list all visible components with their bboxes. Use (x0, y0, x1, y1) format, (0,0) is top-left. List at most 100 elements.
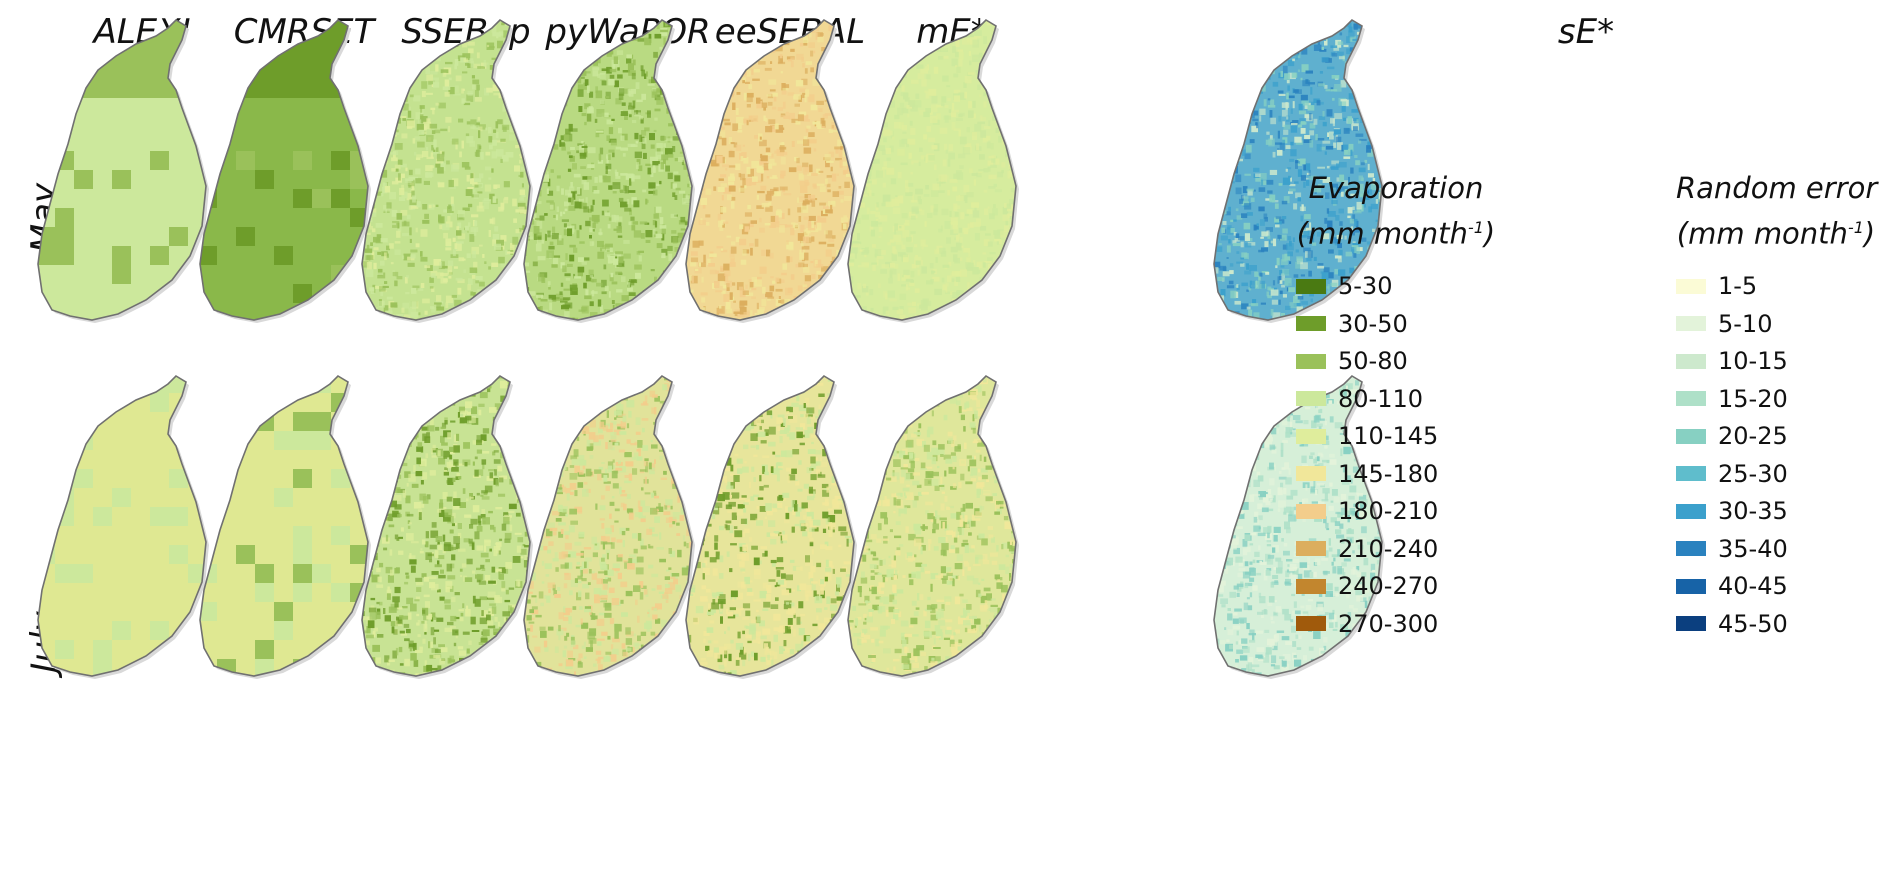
map-speckle (412, 195, 416, 203)
map-speckle (479, 617, 488, 625)
map-speckle (1232, 243, 1241, 247)
map-speckle (528, 517, 530, 523)
map-speckle (1384, 133, 1389, 137)
map-speckle (675, 312, 682, 317)
map-speckle (1023, 252, 1029, 257)
map-cell (312, 189, 331, 208)
map-cell (169, 469, 188, 488)
map-speckle (573, 247, 578, 253)
map-speckle (536, 163, 540, 170)
map-speckle (679, 309, 686, 312)
map-speckle (741, 152, 747, 158)
map-speckle (869, 30, 874, 35)
map-speckle (1002, 279, 1011, 282)
map-speckle (1249, 265, 1257, 271)
map-speckle (486, 42, 495, 50)
map-speckle (1214, 322, 1216, 325)
map-speckle (1222, 271, 1230, 277)
map-speckle (606, 249, 610, 252)
map-cell (312, 412, 331, 431)
map-speckle (887, 242, 891, 246)
map-speckle (828, 129, 833, 133)
map-speckle (476, 122, 480, 128)
map-speckle (1018, 47, 1026, 54)
map-speckle (444, 79, 450, 87)
map-speckle (808, 139, 817, 144)
map-speckle (362, 630, 368, 634)
map-speckle (1218, 243, 1222, 246)
map-speckle (485, 151, 491, 156)
map-speckle (1229, 318, 1236, 320)
map-speckle (702, 96, 710, 100)
map-speckle (390, 262, 394, 265)
map-speckle (424, 265, 431, 269)
map-speckle (697, 27, 701, 34)
map-speckle (1269, 135, 1273, 140)
map-speckle (546, 200, 554, 203)
map-speckle (1246, 96, 1253, 101)
map-speckle (890, 178, 897, 185)
map-speckle (454, 64, 458, 70)
map-speckle (1355, 160, 1360, 166)
map-speckle (1365, 190, 1369, 194)
map-speckle (917, 208, 922, 212)
map-speckle (626, 58, 632, 64)
map-speckle (589, 301, 594, 307)
map-speckle (1270, 117, 1277, 125)
map-speckle (1361, 69, 1369, 75)
map-speckle (442, 26, 447, 35)
map-speckle (375, 223, 383, 228)
map-speckle (532, 156, 537, 161)
map-speckle (932, 276, 940, 282)
map-speckle (914, 288, 920, 293)
map-speckle (886, 50, 895, 55)
map-speckle (685, 57, 691, 63)
map-speckle (478, 130, 481, 139)
map-speckle (791, 141, 795, 147)
map-speckle (845, 221, 853, 226)
map-speckle (1390, 54, 1397, 60)
map-speckle (1021, 265, 1025, 273)
map-speckle (573, 173, 581, 178)
map-speckle (1382, 107, 1390, 111)
map-speckle (982, 252, 987, 255)
map-speckle (472, 250, 476, 259)
map-speckle (1327, 211, 1336, 217)
map-speckle (408, 307, 417, 316)
map-speckle (945, 291, 953, 295)
map-speckle (389, 191, 397, 200)
map-speckle (557, 238, 564, 245)
map-speckle (593, 60, 598, 66)
map-speckle (515, 78, 523, 84)
map-speckle (891, 252, 897, 261)
map-speckle (624, 116, 628, 120)
map-speckle (688, 137, 693, 145)
map-panel-cmrset-may (199, 18, 371, 323)
map-speckle (910, 128, 916, 136)
map-speckle (803, 119, 810, 122)
map-speckle (706, 63, 710, 71)
map-speckle (624, 207, 632, 212)
map-speckle (735, 144, 742, 152)
map-speckle (390, 95, 399, 102)
map-speckle (379, 99, 382, 105)
map-cell (350, 376, 368, 393)
map-speckle (435, 163, 441, 168)
map-speckle (579, 202, 587, 210)
map-speckle (1277, 276, 1280, 284)
map-speckle (625, 173, 634, 180)
map-speckle (469, 234, 475, 242)
map-cell (255, 170, 274, 189)
map-speckle (546, 171, 549, 177)
map-speckle (1224, 129, 1228, 136)
map-speckle (450, 196, 454, 205)
map-speckle (484, 261, 487, 264)
map-speckle (628, 190, 636, 193)
map-speckle (921, 304, 928, 311)
map-speckle (1004, 97, 1009, 102)
map-speckle (403, 103, 409, 111)
map-panel-cmrset-july (199, 374, 371, 679)
map-speckle (777, 107, 783, 112)
map-speckle (432, 394, 438, 402)
map-speckle (1022, 76, 1029, 82)
